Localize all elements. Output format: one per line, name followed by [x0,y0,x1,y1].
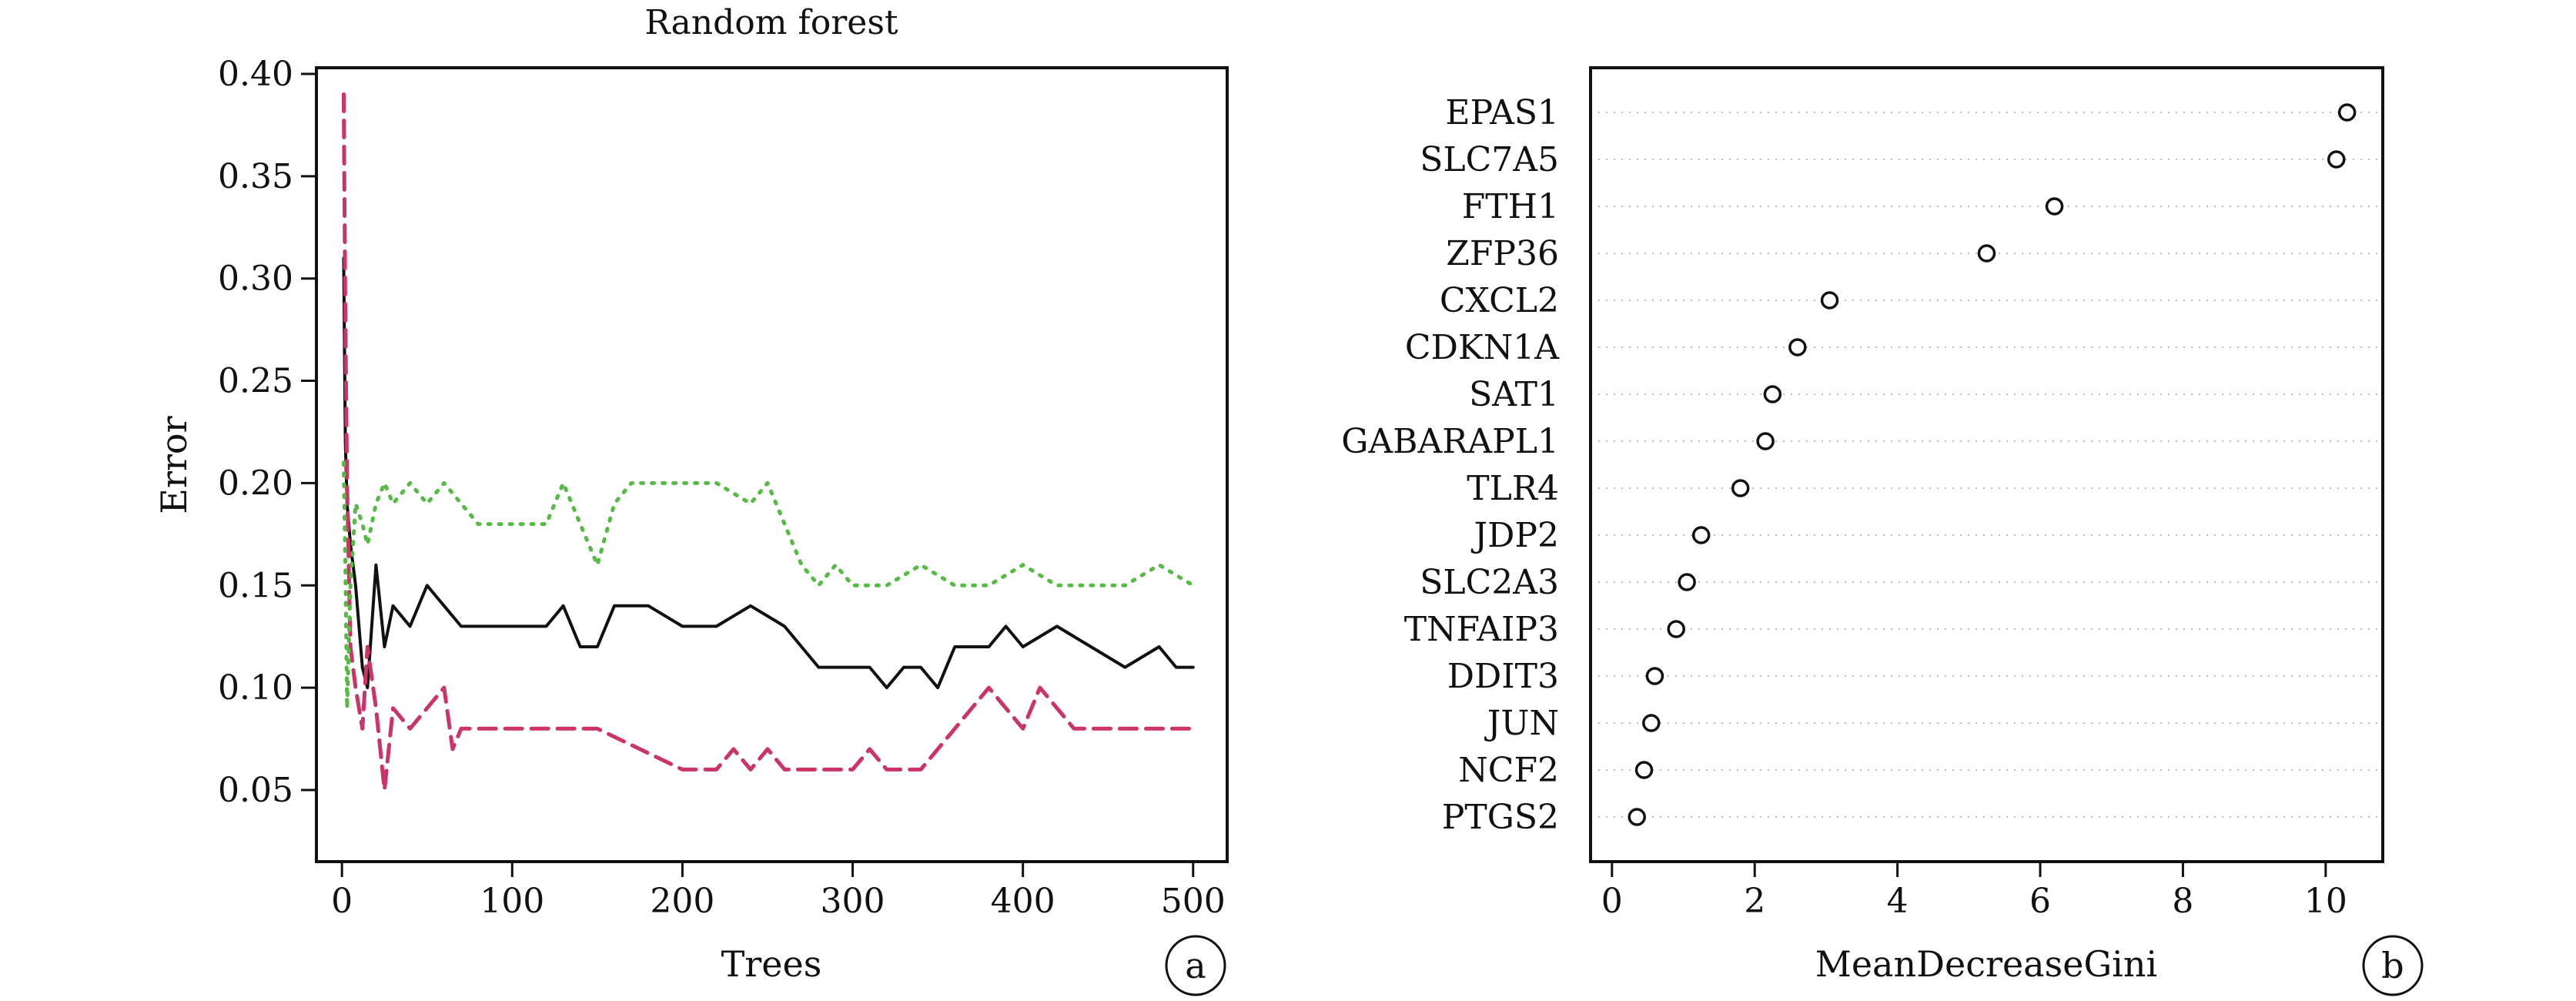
gene-label: JUN [1484,704,1559,743]
x-tick-label: 0 [1601,882,1623,921]
gene-labels: EPAS1 SLC7A5 FTH1 ZFP36 CXCL2 CDKN1A SAT1 GABAR… [1341,93,1560,837]
variable-importance-chart: EPAS1 SLC7A5 FTH1 ZFP36 CXCL2 CDKN1A SAT1 GABAR… [1341,66,2424,996]
importance-point [1731,479,1750,497]
series-line-dashed [341,92,1196,792]
importance-point [2337,103,2357,122]
gene-label: ZFP36 [1446,234,1559,273]
x-axis: 0 2 4 6 8 10 [1601,862,2347,921]
y-axis: 0.05 0.10 0.15 0.20 0.25 0.30 0.35 0.40 [218,55,316,810]
panel-a-letter: a [1185,945,1206,986]
x-tick-label: 2 [1744,882,1765,921]
gene-label: GABARAPL1 [1341,422,1559,461]
gene-label: SLC7A5 [1420,140,1559,179]
x-tick-label: 200 [650,882,714,921]
gene-label: TLR4 [1467,469,1559,508]
y-tick-label: 0.15 [218,566,293,605]
y-axis-title: Error [153,416,195,514]
gene-label: CXCL2 [1440,281,1559,320]
y-tick-label: 0.35 [218,157,293,196]
series-lines [341,92,1196,792]
gene-label: TNFAIP3 [1404,610,1559,649]
x-axis-title: MeanDecreaseGini [1815,943,2158,985]
panel-b-letter: b [2381,945,2404,986]
importance-point [1691,526,1711,544]
importance-point [1756,432,1775,450]
y-tick-label: 0.20 [218,464,293,503]
gene-label: DDIT3 [1447,657,1559,696]
y-tick-label: 0.10 [218,668,293,708]
panel-b-badge [2362,935,2424,996]
importance-point [1628,808,1647,826]
x-axis: 0 100 200 300 400 500 [331,862,1226,921]
importance-point [1820,291,1839,310]
gene-label: EPAS1 [1445,93,1559,132]
plot-frame [315,66,1229,863]
x-tick-label: 100 [480,882,544,921]
y-tick-label: 0.40 [218,55,293,94]
importance-point [1667,620,1685,638]
x-tick-label: 300 [821,882,885,921]
x-tick-label: 4 [1887,882,1909,921]
x-tick-label: 0 [331,882,353,921]
importance-point [1678,573,1696,591]
plot-frame [1589,66,2384,863]
panel-a-badge [1165,935,1226,996]
importance-points [1628,103,2357,826]
grid-lines [1591,112,2383,818]
gene-label: FTH1 [1462,187,1559,226]
importance-point [2327,150,2346,169]
series-line-dotted [341,460,1196,711]
importance-point [1634,761,1654,779]
importance-point [1788,338,1807,357]
importance-point [1977,244,1996,263]
x-tick-label: 10 [2304,882,2347,921]
y-tick-label: 0.25 [218,362,293,401]
x-tick-label: 500 [1161,882,1226,921]
gene-label: SLC2A3 [1420,563,1559,602]
chart-title: Random forest [644,3,898,42]
x-tick-label: 400 [991,882,1055,921]
gene-label: JDP2 [1470,516,1559,555]
x-tick-label: 8 [2172,882,2193,921]
gene-label: CDKN1A [1405,328,1560,367]
error-rate-chart: Random forest 0.050.100.150.200.250.300.… [153,3,1229,996]
x-axis-title: Trees [721,943,822,985]
series-line-solid [342,256,1195,690]
x-tick-label: 6 [2029,882,2051,921]
importance-point [1642,714,1661,732]
y-tick-label: 0.30 [218,259,293,299]
importance-point [1763,385,1782,403]
y-tick-label: 0.05 [218,771,293,810]
importance-point [2045,197,2064,216]
gene-label: NCF2 [1458,751,1559,790]
gene-label: SAT1 [1469,375,1559,414]
importance-point [1645,667,1664,685]
gene-label: PTGS2 [1442,798,1559,837]
